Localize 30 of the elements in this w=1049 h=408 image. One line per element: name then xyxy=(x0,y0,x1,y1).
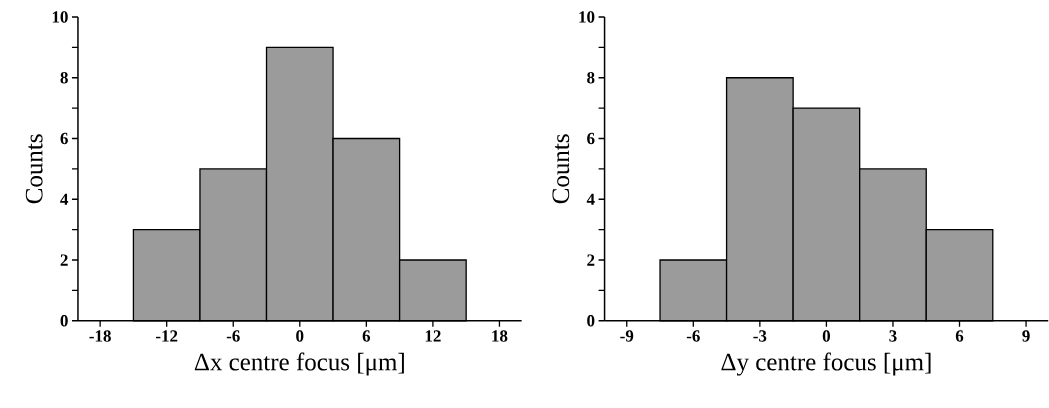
y-tick-label: 0 xyxy=(60,315,68,327)
x-tick-label: -6 xyxy=(686,330,700,342)
x-tick-label: -6 xyxy=(226,330,240,342)
x-tick-label: 18 xyxy=(492,330,508,342)
x-tick-label: 12 xyxy=(425,330,441,342)
y-tick-label: 10 xyxy=(579,11,595,23)
y-axis-title: Counts xyxy=(552,134,570,204)
x-tick-label: 3 xyxy=(889,330,897,342)
y-tick-label: 0 xyxy=(587,315,595,327)
x-tick-label: 9 xyxy=(1022,330,1030,342)
x-tick-label: -18 xyxy=(89,330,111,342)
y-tick-label: 4 xyxy=(60,193,69,205)
x-tick-label: -3 xyxy=(753,330,767,342)
x-axis-title: Δx centre focus [μm] xyxy=(194,352,404,376)
y-tick-label: 6 xyxy=(587,132,595,145)
x-axis-title: Δy centre focus [μm] xyxy=(721,352,931,376)
y-tick-label: 8 xyxy=(587,72,595,84)
x-tick-label: 6 xyxy=(955,330,964,342)
x-tick-label: 0 xyxy=(296,330,304,342)
y-tick-label: 2 xyxy=(587,254,595,266)
y-axis-title: Counts xyxy=(25,134,43,204)
x-tick-label: 6 xyxy=(362,330,371,342)
x-tick-label: -12 xyxy=(155,330,178,342)
y-tick-label: 2 xyxy=(60,254,68,266)
x-tick-label: -9 xyxy=(620,330,634,342)
y-tick-label: 8 xyxy=(60,72,68,84)
y-tick-label: 10 xyxy=(52,11,68,23)
y-tick-label: 4 xyxy=(586,193,595,205)
x-tick-label: 0 xyxy=(822,330,831,342)
y-tick-label: 6 xyxy=(60,132,68,145)
